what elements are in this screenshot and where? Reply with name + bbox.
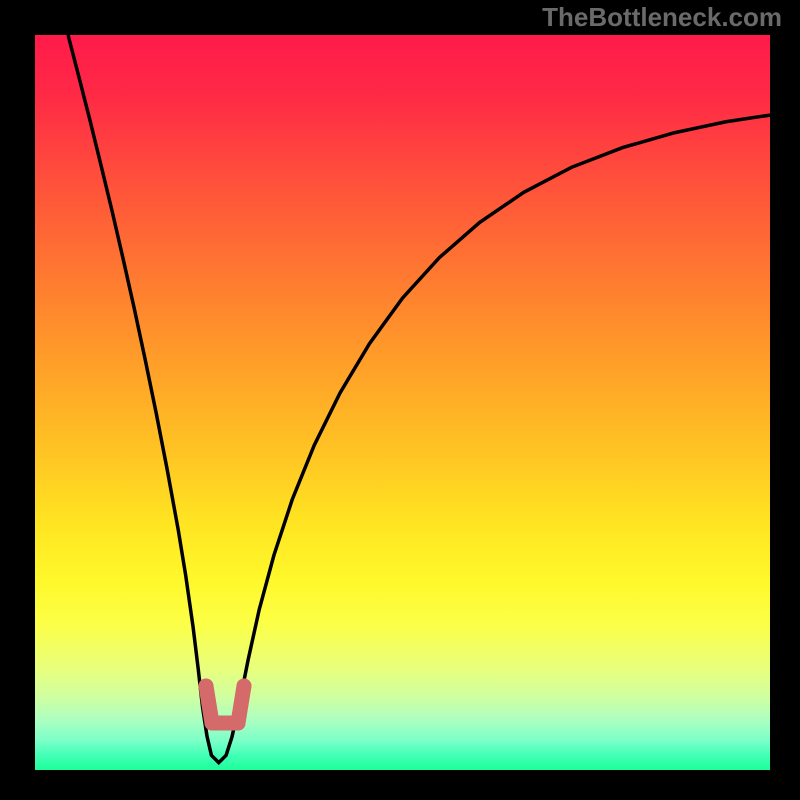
valley-cap [205,716,220,731]
valley-cap [231,716,246,731]
curve-layer [0,0,800,800]
valley-cap [237,679,252,694]
chart-stage: TheBottleneck.com [0,0,800,800]
valley-cap [199,679,214,694]
valley-marker [199,679,252,731]
watermark-text: TheBottleneck.com [542,2,782,33]
bottleneck-curve [68,35,770,763]
